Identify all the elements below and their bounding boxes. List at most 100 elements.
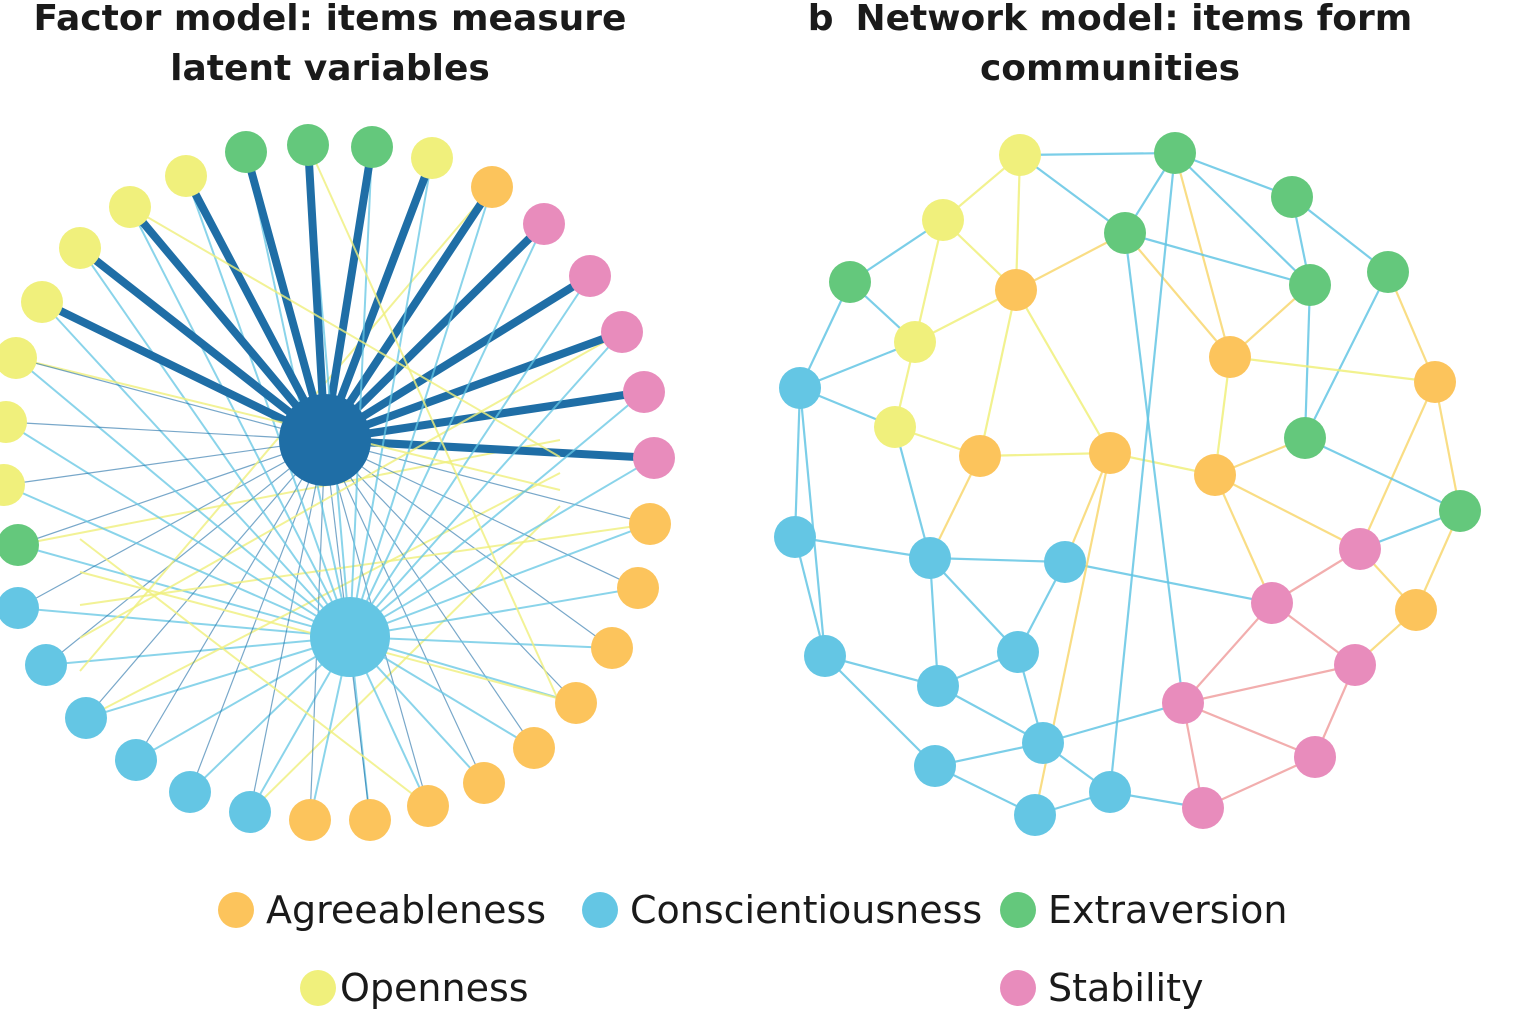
network-item-node-1 bbox=[1154, 132, 1196, 174]
factor-edge-upper-thin-12 bbox=[324, 439, 577, 704]
network-item-node-2 bbox=[922, 199, 964, 241]
network-item-node-34 bbox=[1014, 794, 1056, 836]
legend-label-extraversion: Extraversion bbox=[1048, 888, 1288, 932]
network-item-node-11 bbox=[779, 367, 821, 409]
factor-edge-lower-27 bbox=[129, 206, 351, 638]
network-item-node-13 bbox=[874, 406, 916, 448]
network-edge-13 bbox=[1124, 231, 1311, 287]
network-item-node-22 bbox=[1339, 528, 1381, 570]
network-item-node-5 bbox=[829, 261, 871, 303]
factor-edge-lower-3 bbox=[85, 636, 351, 719]
panel-b-title-line-1: Network model: items form bbox=[855, 0, 1413, 39]
factor-item-node-11 bbox=[513, 727, 555, 769]
factor-edge-upper-27 bbox=[126, 203, 329, 444]
network-edge-65 bbox=[1182, 701, 1316, 759]
factor-edge-lower-4 bbox=[135, 636, 351, 761]
legend-swatch-conscientiousness bbox=[582, 892, 618, 928]
network-edge-48 bbox=[929, 557, 1019, 653]
network-item-node-21 bbox=[1044, 541, 1086, 583]
factor-edge-lower-30 bbox=[15, 357, 351, 638]
factor-item-node-31 bbox=[0, 401, 27, 443]
factor-edge-cross-24 bbox=[307, 144, 561, 705]
legend-item-agreeableness: Agreeableness bbox=[218, 886, 546, 934]
network-edge-34 bbox=[893, 426, 932, 559]
network-item-node-28 bbox=[917, 665, 959, 707]
legend-label-conscientiousness: Conscientiousness bbox=[630, 888, 983, 932]
network-item-node-6 bbox=[995, 269, 1037, 311]
factor-item-node-30 bbox=[0, 337, 37, 379]
factor-edge-upper-29 bbox=[38, 298, 329, 444]
factor-model-edges bbox=[3, 141, 658, 821]
factor-item-node-9 bbox=[407, 785, 449, 827]
network-model-nodes bbox=[774, 132, 1481, 836]
factor-edge-lower-13 bbox=[349, 636, 613, 649]
network-edge-61 bbox=[1182, 663, 1356, 705]
factor-item-node-32 bbox=[0, 464, 25, 506]
factor-model-nodes bbox=[0, 124, 675, 841]
factor-edge-upper-20 bbox=[321, 220, 548, 444]
factor-edge-cross-18 bbox=[79, 331, 623, 639]
network-item-node-24 bbox=[1395, 589, 1437, 631]
factor-item-node-16 bbox=[633, 437, 675, 479]
network-edge-35 bbox=[979, 451, 1111, 458]
network-item-node-10 bbox=[1209, 336, 1251, 378]
legend-label-stability: Stability bbox=[1048, 966, 1204, 1010]
network-item-node-17 bbox=[1194, 454, 1236, 496]
network-item-node-26 bbox=[997, 631, 1039, 673]
factor-item-node-19 bbox=[569, 255, 611, 297]
network-item-node-19 bbox=[774, 516, 816, 558]
factor-edge-lower-21 bbox=[349, 186, 493, 638]
legend-swatch-stability bbox=[1000, 970, 1036, 1006]
network-item-node-27 bbox=[1334, 644, 1376, 686]
factor-item-node-17 bbox=[623, 371, 665, 413]
network-item-node-18 bbox=[1439, 490, 1481, 532]
network-item-node-8 bbox=[1367, 251, 1409, 293]
network-edge-40 bbox=[1304, 437, 1461, 512]
network-edge-74 bbox=[1108, 152, 1177, 793]
factor-edge-upper-thin-3 bbox=[85, 439, 326, 719]
factor-item-node-7 bbox=[289, 799, 331, 841]
legend-swatch-extraversion bbox=[1000, 892, 1036, 928]
factor-edge-lower-29 bbox=[41, 301, 351, 638]
panel-b-letter: b bbox=[807, 0, 834, 39]
factor-item-node-6 bbox=[229, 791, 271, 833]
network-edge-31 bbox=[1433, 381, 1462, 512]
factor-edge-cross-27 bbox=[129, 206, 561, 458]
factor-edge-upper-25 bbox=[242, 148, 329, 444]
network-item-node-0 bbox=[999, 134, 1041, 176]
network-item-node-3 bbox=[1104, 212, 1146, 254]
factor-edge-lower-15 bbox=[349, 523, 651, 638]
factor-edge-upper-thin-11 bbox=[324, 439, 535, 749]
factor-edge-upper-21 bbox=[321, 183, 496, 444]
network-edge-20 bbox=[1015, 289, 1111, 454]
network-edge-41 bbox=[1213, 474, 1274, 604]
factor-edge-lower-28 bbox=[79, 247, 351, 638]
factor-item-node-23 bbox=[351, 126, 393, 168]
network-edge-64 bbox=[1042, 701, 1184, 745]
factor-item-node-13 bbox=[591, 627, 633, 669]
factor-item-node-22 bbox=[411, 137, 453, 179]
factor-item-node-0 bbox=[0, 524, 39, 566]
network-edge-24 bbox=[1304, 271, 1389, 439]
network-item-node-7 bbox=[1289, 264, 1331, 306]
network-edge-21 bbox=[1303, 284, 1312, 439]
factor-edge-upper-thin-13 bbox=[324, 439, 613, 649]
factor-edge-lower-17 bbox=[349, 391, 645, 638]
factor-edge-upper-19 bbox=[321, 272, 594, 444]
factor-edge-cross-6 bbox=[249, 505, 561, 813]
network-edge-30 bbox=[793, 387, 802, 538]
network-item-node-20 bbox=[909, 537, 951, 579]
factor-edge-upper-23 bbox=[321, 143, 376, 444]
factor-edge-lower-2 bbox=[45, 636, 351, 666]
network-item-node-25 bbox=[804, 635, 846, 677]
factor-item-node-2 bbox=[25, 644, 67, 686]
factor-edge-upper-26 bbox=[182, 172, 329, 444]
factor-edge-lower-14 bbox=[349, 587, 639, 638]
factor-edge-lower-23 bbox=[349, 146, 373, 638]
network-item-node-35 bbox=[1182, 787, 1224, 829]
legend-item-stability: Stability bbox=[1000, 964, 1204, 1012]
legend-label-openness: Openness bbox=[340, 966, 529, 1010]
network-item-node-14 bbox=[959, 435, 1001, 477]
network-edge-73 bbox=[798, 387, 827, 657]
network-edge-75 bbox=[1123, 232, 1185, 704]
